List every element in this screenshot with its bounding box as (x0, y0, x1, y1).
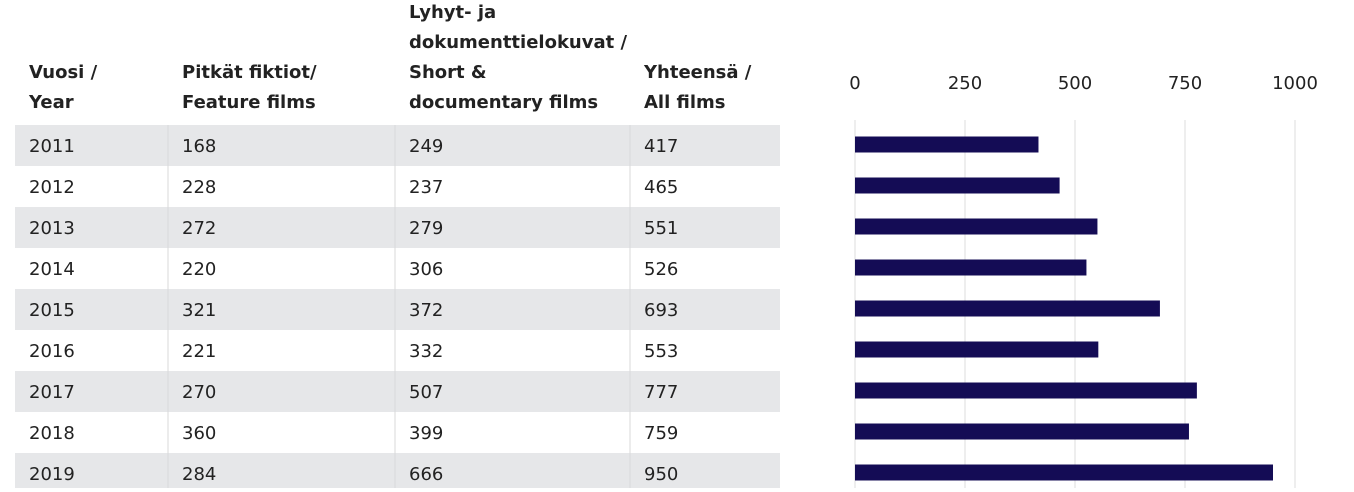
cell: 465 (644, 177, 678, 198)
cell: 279 (409, 218, 443, 239)
cell: 777 (644, 382, 678, 403)
x-tick-label: 1000 (1272, 73, 1318, 94)
column-header: Yhteensä / (643, 62, 752, 83)
cell: 360 (182, 423, 216, 444)
cell: 270 (182, 382, 216, 403)
cell: 2013 (29, 218, 75, 239)
cell: 693 (644, 300, 678, 321)
bar (855, 136, 1039, 153)
cell: 553 (644, 341, 678, 362)
cell: 2014 (29, 259, 75, 280)
cell: 332 (409, 341, 443, 362)
row-background (15, 289, 780, 330)
cell: 372 (409, 300, 443, 321)
cell: 950 (644, 464, 678, 485)
cell: 228 (182, 177, 216, 198)
column-header: All films (644, 92, 726, 113)
cell: 551 (644, 218, 678, 239)
cell: 417 (644, 136, 678, 157)
cell: 2018 (29, 423, 75, 444)
cell: 321 (182, 300, 216, 321)
column-header: Feature films (182, 92, 316, 113)
bar (855, 218, 1098, 235)
cell: 526 (644, 259, 678, 280)
cell: 759 (644, 423, 678, 444)
cell: 272 (182, 218, 216, 239)
column-header: Lyhyt- ja (409, 2, 496, 23)
cell: 2011 (29, 136, 75, 157)
cell: 284 (182, 464, 216, 485)
x-tick-label: 500 (1058, 73, 1092, 94)
column-header: documentary films (409, 92, 598, 113)
cell: 168 (182, 136, 216, 157)
bar (855, 177, 1060, 194)
column-header: Year (28, 92, 74, 113)
bar (855, 464, 1273, 481)
cell: 306 (409, 259, 443, 280)
bar (855, 423, 1189, 440)
bar (855, 341, 1099, 358)
cell: 507 (409, 382, 443, 403)
cell: 2016 (29, 341, 75, 362)
cell: 249 (409, 136, 443, 157)
column-header: Vuosi / (29, 62, 98, 83)
cell: 221 (182, 341, 216, 362)
column-header: dokumenttielokuvat / (409, 32, 627, 53)
bar (855, 300, 1160, 317)
column-header: Pitkät fiktiot/ (182, 62, 317, 83)
bar (855, 259, 1087, 276)
bar (855, 382, 1197, 399)
cell: 399 (409, 423, 443, 444)
row-background (15, 125, 780, 166)
cell: 2012 (29, 177, 75, 198)
cell: 2015 (29, 300, 75, 321)
x-tick-label: 0 (849, 73, 860, 94)
row-background (15, 371, 780, 412)
cell: 2017 (29, 382, 75, 403)
x-tick-label: 250 (948, 73, 982, 94)
cell: 2019 (29, 464, 75, 485)
column-header: Short & (409, 62, 487, 83)
cell: 220 (182, 259, 216, 280)
cell: 237 (409, 177, 443, 198)
x-tick-label: 750 (1168, 73, 1202, 94)
row-background (15, 207, 780, 248)
row-background (15, 453, 780, 492)
cell: 666 (409, 464, 443, 485)
